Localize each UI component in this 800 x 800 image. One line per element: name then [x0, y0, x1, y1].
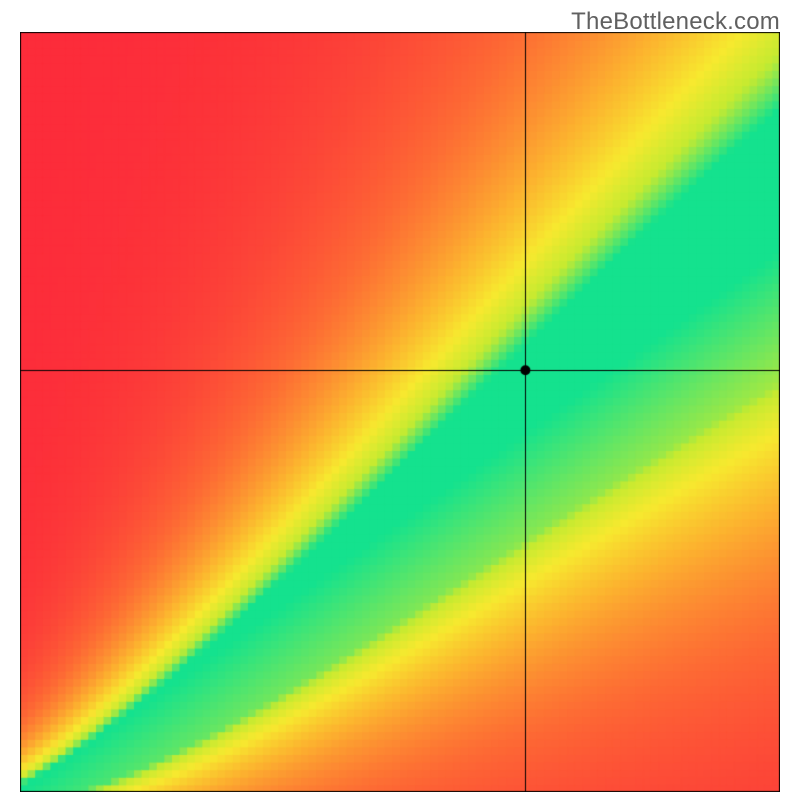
- watermark-text: TheBottleneck.com: [571, 8, 780, 36]
- chart-container: { "watermark": { "text": "TheBottleneck.…: [0, 0, 800, 800]
- bottleneck-heatmap: [20, 32, 780, 792]
